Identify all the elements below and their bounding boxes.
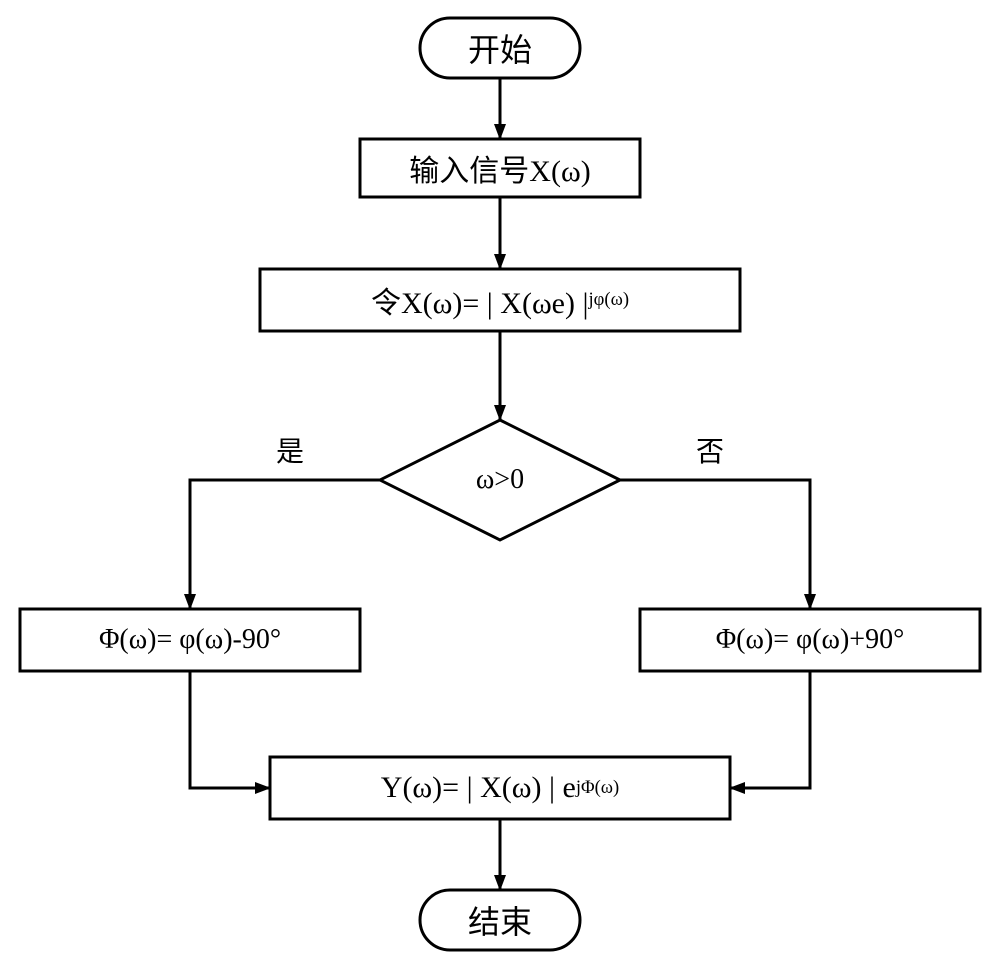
start-node-label: 开始 [420, 18, 580, 78]
input-node-label: 输入信号X(ω) [360, 139, 640, 197]
edge-3 [190, 480, 380, 609]
left-branch-label: Φ(ω)= φ(ω)-90° [20, 609, 360, 671]
edge-5 [190, 671, 270, 788]
edge-label-no: 否 [680, 430, 740, 470]
edge-6 [730, 671, 810, 788]
decision-node-label: ω>0 [380, 420, 620, 540]
assign-node-label: 令X(ω)= | X(ωe) | jφ(ω) [260, 269, 740, 331]
output-node-label: Y(ω)= | X(ω) | ejΦ(ω) [270, 757, 730, 819]
right-branch-label: Φ(ω)= φ(ω)+90° [640, 609, 980, 671]
edge-4 [620, 480, 810, 609]
edge-label-yes: 是 [260, 430, 320, 470]
end-node-label: 结束 [420, 890, 580, 950]
